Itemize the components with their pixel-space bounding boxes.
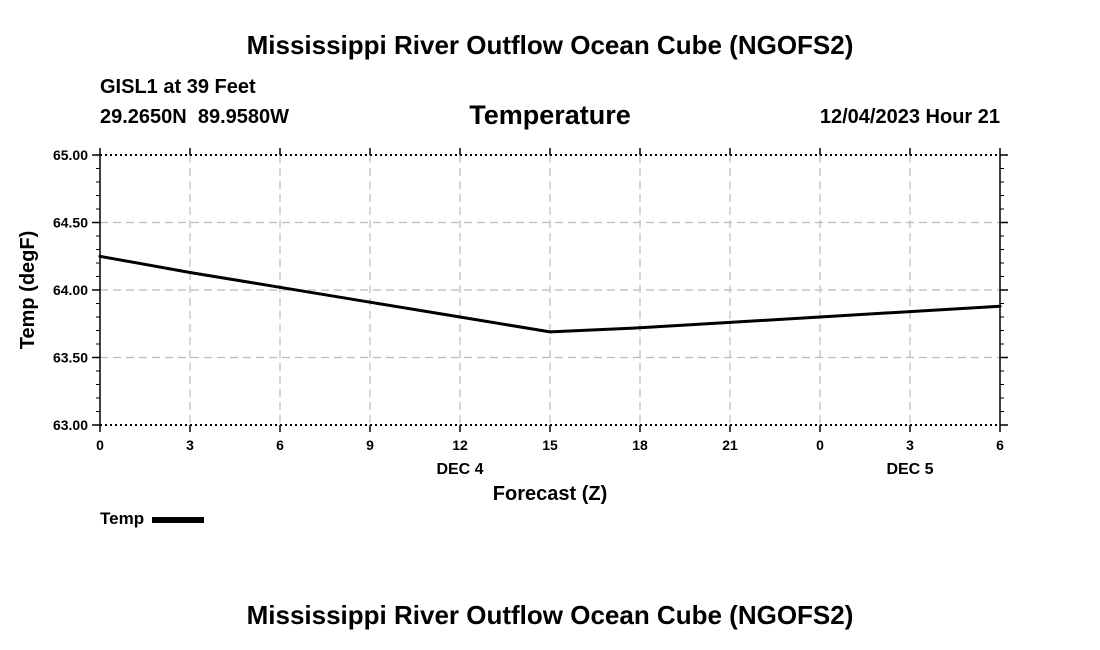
y-axis-title: Temp (degF) <box>17 231 39 350</box>
x-tick-label: 0 <box>816 437 824 453</box>
x-date-label: DEC 5 <box>886 461 933 478</box>
series-layer <box>98 254 1002 334</box>
x-tick-label: 15 <box>542 437 558 453</box>
data-point-temp <box>278 285 282 289</box>
data-point-temp <box>368 300 372 304</box>
coordinates-label: 29.2650N 89.9580W <box>100 106 290 128</box>
data-point-temp <box>998 304 1002 308</box>
legend-swatch-temp <box>152 517 205 523</box>
y-tick-label: 63.50 <box>53 350 88 366</box>
data-point-temp <box>908 310 912 314</box>
data-point-temp <box>638 326 642 330</box>
data-point-temp <box>728 320 732 324</box>
footer-title: Mississippi River Outflow Ocean Cube (NG… <box>246 600 854 630</box>
station-label: GISL1 at 39 Feet <box>100 76 256 98</box>
x-tick-label: 21 <box>722 437 738 453</box>
variable-title: Temperature <box>469 100 631 130</box>
x-tick-label: 6 <box>996 437 1004 453</box>
x-tick-label: 9 <box>366 437 374 453</box>
data-point-temp <box>548 330 552 334</box>
datetime-label: 12/04/2023 Hour 21 <box>819 106 1000 128</box>
x-tick-label: 12 <box>452 437 468 453</box>
series-line-temp <box>99 254 1001 334</box>
data-point-temp <box>98 254 102 258</box>
y-tick-label: 65.00 <box>53 147 88 163</box>
x-tick-label: 6 <box>276 437 284 453</box>
data-point-temp <box>818 315 822 319</box>
y-tick-label: 64.00 <box>53 282 88 298</box>
x-tick-label: 3 <box>186 437 194 453</box>
grid <box>100 155 1000 425</box>
legend-label-temp: Temp <box>100 509 145 528</box>
y-tick-label: 64.50 <box>53 215 88 231</box>
chart-main-title: Mississippi River Outflow Ocean Cube (NG… <box>246 30 854 60</box>
y-axis: 63.00 63.50 64.00 64.50 65.00 <box>53 147 1008 433</box>
data-point-temp <box>188 270 192 274</box>
legend: Temp <box>100 509 205 529</box>
data-point-temp <box>458 315 462 319</box>
x-tick-label: 3 <box>906 437 914 453</box>
x-axis: 0 3 6 9 12 15 18 21 0 3 6 DEC 4 DEC 5 <box>96 148 1004 478</box>
x-date-label: DEC 4 <box>436 461 483 478</box>
x-tick-label: 0 <box>96 437 104 453</box>
x-tick-label: 18 <box>632 437 648 453</box>
x-axis-title: Forecast (Z) <box>493 483 607 505</box>
y-tick-label: 63.00 <box>53 417 88 433</box>
